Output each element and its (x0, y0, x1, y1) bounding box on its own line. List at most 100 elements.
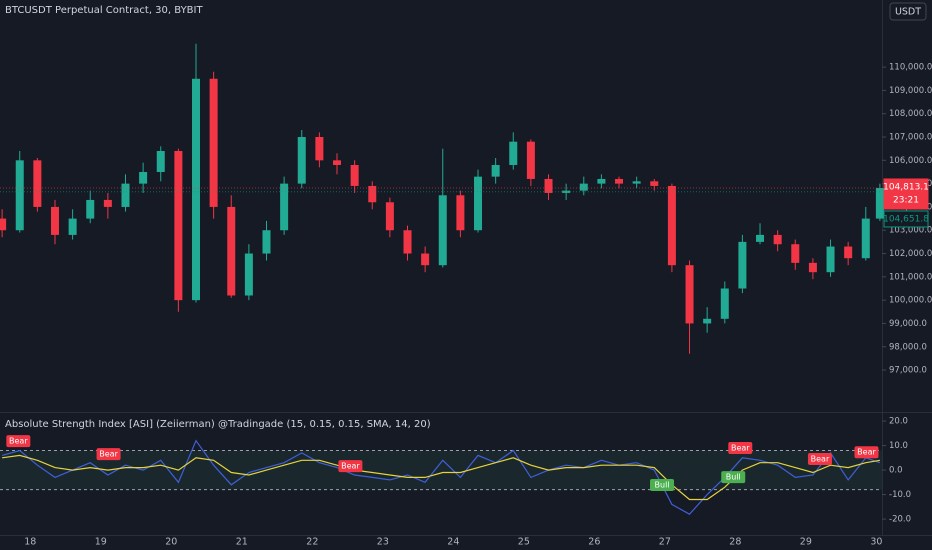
y-tick-label: 20.0 (889, 417, 908, 427)
y-tick-label: 97,000.0 (889, 366, 927, 376)
x-tick-label: 24 (447, 537, 459, 548)
price-label-box (883, 178, 929, 210)
x-tick-label: 23 (377, 537, 389, 548)
candle-body (875, 187, 884, 219)
candle-body (438, 195, 447, 266)
candle-body (50, 206, 59, 235)
signal-badge (650, 479, 675, 492)
candle-body (456, 195, 465, 231)
candle-body (262, 230, 271, 254)
signal-label: Bear (857, 448, 876, 457)
band-fill (0, 450, 882, 490)
candle-body (509, 141, 518, 165)
candle-body (192, 78, 200, 301)
candle-body (333, 160, 342, 165)
x-tick-label: 19 (95, 537, 107, 548)
candle-body (632, 181, 641, 184)
y-tick-label: 106,000.0 (889, 156, 932, 166)
price-label-box (883, 210, 929, 228)
y-tick-label: 109,000.0 (889, 86, 932, 96)
y-tick-label: 98,000.0 (889, 342, 927, 352)
candle-body (579, 183, 588, 191)
candle-body (861, 218, 870, 259)
currency-button[interactable] (889, 2, 927, 21)
candle-body (738, 241, 747, 289)
candle-body (227, 206, 236, 296)
x-tick-label: 28 (729, 537, 741, 548)
candle-body (650, 181, 659, 186)
signal-badge (854, 446, 879, 459)
candle-body (68, 218, 77, 235)
candle-body (209, 78, 218, 207)
y-tick-label: -20.0 (889, 515, 911, 525)
candle-body (773, 234, 782, 245)
candle-body (280, 183, 289, 231)
signal-badge (728, 442, 753, 455)
candle-body (174, 151, 183, 301)
x-tick-label: 21 (236, 537, 248, 548)
candle-body (385, 202, 394, 231)
candle-body (526, 141, 535, 179)
y-tick-label: 101,000.0 (889, 272, 932, 282)
candle-body (844, 246, 853, 259)
y-tick-label: 10.0 (889, 441, 908, 451)
candle-body (826, 246, 835, 273)
y-tick-label: 102,000.0 (889, 249, 932, 259)
chart-title: BTCUSDT Perpetual Contract, 30, BYBIT (5, 5, 203, 16)
candle-body (15, 160, 24, 231)
candle-body (685, 265, 694, 324)
candle-body (403, 230, 412, 254)
x-tick-label: 20 (165, 537, 177, 548)
signal-badge (807, 453, 832, 466)
y-tick-label: -10.0 (889, 490, 911, 500)
candle-body (86, 199, 95, 219)
candle-body (139, 171, 148, 184)
candle-body (0, 218, 7, 231)
y-tick-label: 108,000.0 (889, 109, 932, 119)
currency-label: USDT (895, 7, 921, 18)
signal-label: Bear (731, 444, 750, 453)
signal-badge (6, 435, 31, 448)
candle-body (808, 262, 817, 273)
signal-label: Bear (9, 437, 28, 446)
x-tick-label: 29 (800, 537, 812, 548)
x-tick-label: 22 (306, 537, 318, 548)
candle-body (297, 137, 306, 184)
candle-body (103, 199, 112, 207)
candle-body (491, 164, 500, 177)
candle-body (703, 318, 712, 324)
x-tick-label: 25 (518, 537, 530, 548)
x-tick-label: 18 (24, 537, 36, 548)
x-tick-label: 26 (588, 537, 600, 548)
signal-label: Bear (99, 450, 118, 459)
y-tick-label: 100,000.0 (889, 296, 932, 306)
countdown: 23:21 (893, 195, 919, 205)
signal-badge (338, 460, 363, 473)
y-tick-label: 99,000.0 (889, 319, 927, 329)
signal-label: Bear (341, 462, 360, 471)
candle-body (315, 137, 324, 161)
candle-body (121, 183, 130, 207)
candle-body (421, 253, 430, 266)
x-tick-label: 27 (659, 537, 671, 548)
candle-body (368, 185, 377, 203)
candle-body (33, 160, 42, 207)
signal-badge (721, 471, 746, 484)
x-tick-label: 30 (870, 537, 882, 548)
candle-body (544, 178, 553, 193)
y-tick-label: 103,000.0 (889, 226, 932, 236)
indicator-title: Absolute Strength Index [ASI] (Zeiierman… (5, 419, 431, 430)
y-tick-label: 107,000.0 (889, 133, 932, 143)
candle-body (667, 185, 676, 266)
candle-body (244, 253, 253, 296)
y-tick-label: 110,000.0 (889, 63, 932, 73)
signal-label: Bear (811, 455, 830, 464)
signal-label: Bull (655, 481, 670, 490)
candle-body (791, 244, 800, 263)
signal-label: Bull (726, 473, 741, 482)
price-label: 104,651.8 (883, 214, 929, 224)
candle-body (756, 234, 765, 242)
candle-body (615, 178, 624, 184)
candle-body (350, 164, 359, 186)
